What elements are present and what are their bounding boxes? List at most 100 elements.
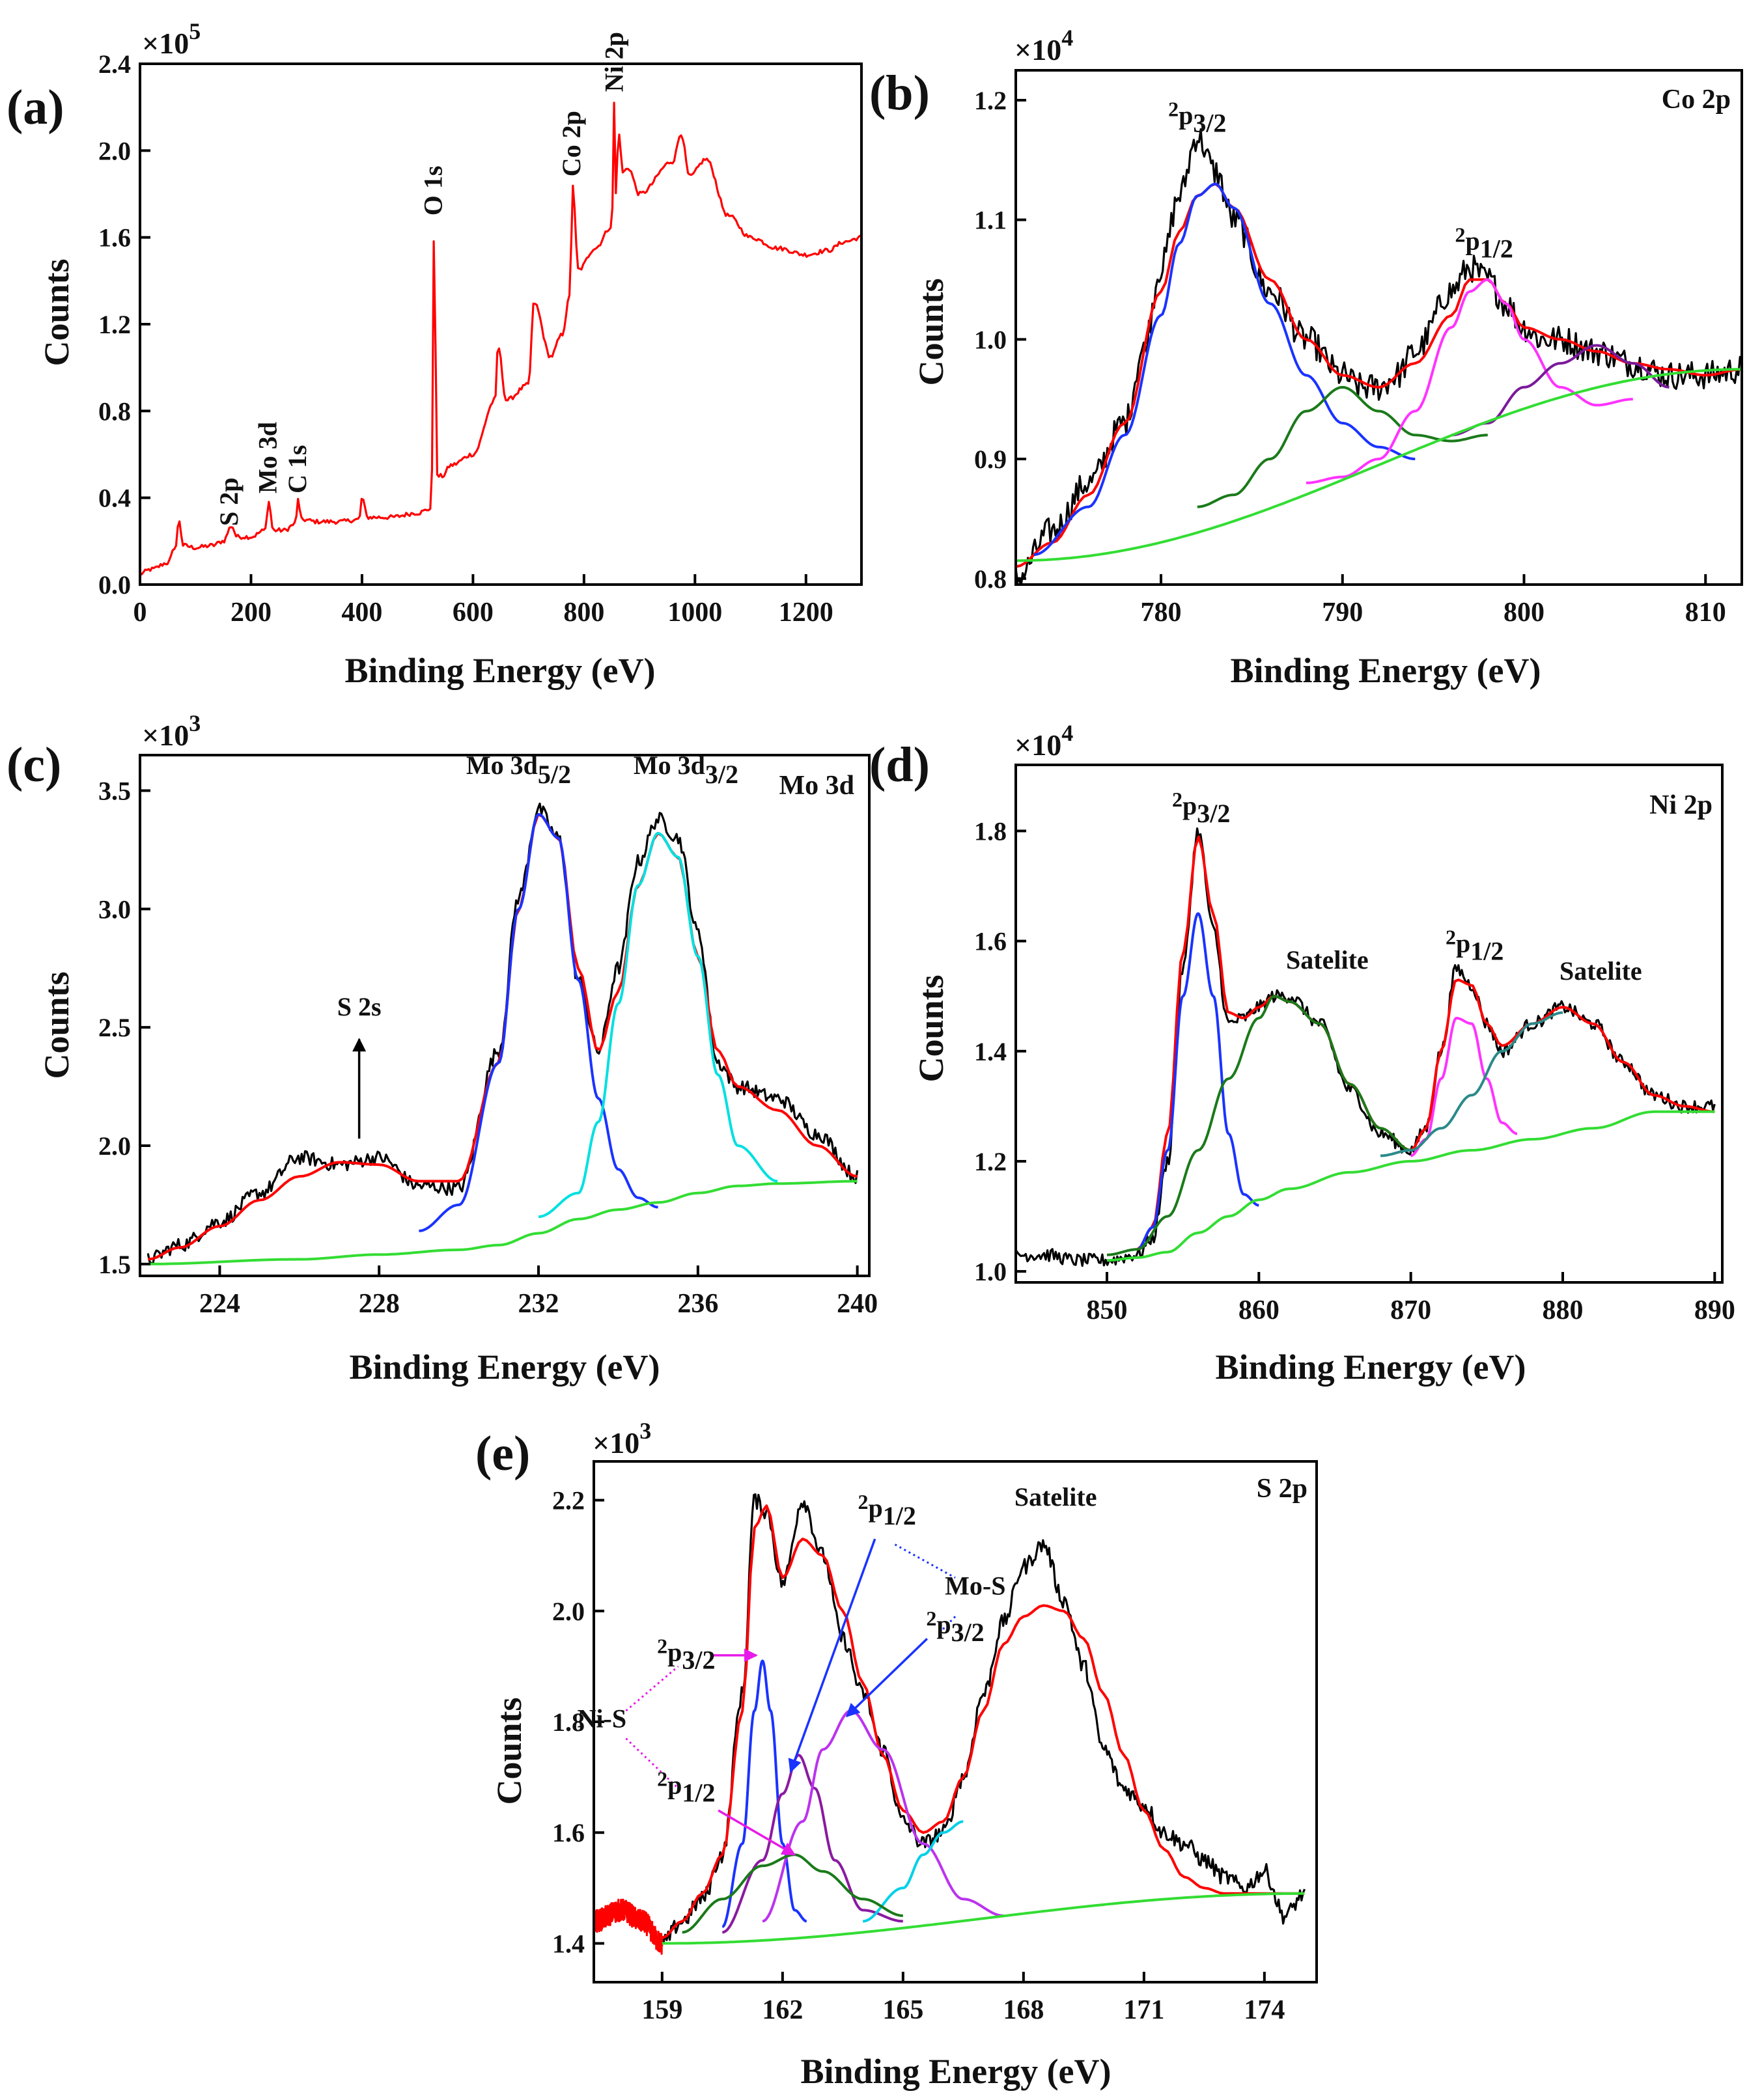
- panel-d-xtick-label-1: 860: [1238, 1295, 1280, 1325]
- panel-e-xtick-label-2: 165: [882, 1995, 923, 2025]
- panel-e-series-6: [862, 1820, 964, 1923]
- panel-b-xtick-label-2: 800: [1503, 598, 1545, 628]
- panel-a-annotation-3: O 1s: [419, 166, 448, 216]
- panel-a-ytick-label-2: 0.8: [98, 396, 131, 426]
- panel-d-annotation-1: Satelite: [1286, 945, 1369, 974]
- panel-b-multiplier-base: ×10: [1014, 33, 1061, 66]
- panel-a-survey: (a) ×105 Binding Energy (eV) Counts: [7, 18, 656, 690]
- panel-c-multiplier: ×103: [142, 710, 201, 752]
- panel-b-x-axis-label: Binding Energy (eV): [1230, 651, 1541, 690]
- panel-d-series-1: [1136, 835, 1715, 1250]
- panel-a-multiplier-base: ×10: [142, 27, 189, 60]
- panel-a-annotation-0: S 2p: [214, 478, 244, 527]
- panel-c-xtick-label-2: 232: [518, 1289, 559, 1319]
- panel-d-y-axis-label: Counts: [912, 974, 951, 1082]
- panel-e-connector-2: [625, 1665, 679, 1712]
- panel-a-y-axis-label: Counts: [37, 258, 76, 366]
- panel-b-annotation-1: 2p1/2: [1455, 223, 1513, 264]
- panel-b-multiplier-exponent: 4: [1061, 25, 1073, 51]
- panel-e-series-1: [594, 1898, 664, 1955]
- panel-c-series-2: [419, 812, 658, 1232]
- panel-e-xtick-label-0: 159: [641, 1995, 682, 2025]
- panel-b-co-2p: (b) ×104 Co 2p Binding Energy (eV) Count…: [869, 25, 1731, 690]
- panel-b-ytick-label-1: 0.9: [974, 445, 1007, 474]
- panel-c-frame: [139, 754, 871, 1277]
- panel-e-ytick-label-0: 1.4: [552, 1929, 585, 1958]
- panel-e-ytick-label-4: 2.2: [552, 1486, 585, 1515]
- panel-e-ytick-label-2: 1.8: [552, 1707, 585, 1737]
- panel-b-series-0: [1016, 128, 1742, 585]
- panel-d-multiplier-exponent: 4: [1061, 720, 1073, 746]
- panel-c-ytick-label-4: 3.5: [98, 777, 131, 806]
- panel-e-annotation-4: 2p3/2: [657, 1634, 715, 1674]
- panel-b-multiplier: ×104: [1014, 25, 1073, 66]
- panel-a-ytick-label-0: 0.0: [98, 570, 131, 600]
- panel-e-y-axis-label: Counts: [490, 1697, 529, 1804]
- panel-a-x-axis-label: Binding Energy (eV): [344, 651, 655, 690]
- panel-d-xtick-label-4: 890: [1694, 1295, 1735, 1325]
- panel-a-annotation-1: Mo 3d: [253, 422, 283, 493]
- panel-a-label: (a): [7, 80, 64, 135]
- panel-e-series-8: [662, 1892, 1305, 1945]
- panel-c-x-axis-label: Binding Energy (eV): [349, 1347, 660, 1387]
- panel-e-arrow-3: [718, 1809, 796, 1856]
- panel-e-s-2p: (e) ×103 S 2p Binding Energy (eV) Counts: [475, 1418, 1308, 2091]
- panel-d-series-3: [1106, 995, 1411, 1256]
- panel-e-ytick-label-3: 2.0: [552, 1597, 585, 1626]
- panel-a-series-0: [140, 102, 861, 575]
- panel-a-xtick-label-2: 400: [341, 598, 382, 628]
- panel-a-ytick-label-3: 1.2: [98, 310, 131, 339]
- panel-e-annotation-5: Ni-S: [578, 1704, 627, 1734]
- panel-a-xtick-label-1: 200: [231, 598, 272, 628]
- panel-e-label: (e): [475, 1426, 530, 1481]
- panel-c-annotation-0: S 2s: [337, 992, 382, 1021]
- panel-b-plot: 780 790 800 810 0.8 0.9 1.0 1.1 1.2 2p3/2 2p1/2: [974, 69, 1743, 628]
- panel-d-series-2: [1136, 912, 1260, 1251]
- panel-a-ytick-label-4: 1.6: [98, 223, 131, 253]
- panel-e-series-2: [662, 1504, 1305, 1939]
- panel-e-annotation-0: Satelite: [1014, 1482, 1097, 1512]
- panel-c-mo-3d: (c) ×103 Mo 3d Binding Energy (eV) Count…: [7, 710, 854, 1387]
- panel-d-multiplier: ×104: [1014, 720, 1073, 762]
- panel-e-multiplier-base: ×10: [593, 1426, 639, 1459]
- panel-c-element-tag: Mo 3d: [779, 771, 855, 801]
- panel-d-ytick-label-3: 1.6: [974, 927, 1007, 956]
- panel-b-label: (b): [869, 66, 930, 120]
- panel-b-series-6: [1016, 368, 1742, 562]
- panel-b-xtick-label-0: 780: [1141, 598, 1182, 628]
- panel-e-element-tag: S 2p: [1257, 1474, 1308, 1504]
- panel-d-ytick-label-1: 1.2: [974, 1147, 1007, 1176]
- panel-a-multiplier: ×105: [142, 18, 201, 60]
- panel-e-multiplier-exponent: 3: [639, 1418, 651, 1444]
- panel-a-xtick-label-3: 600: [453, 598, 494, 628]
- panel-b-element-tag: Co 2p: [1662, 85, 1731, 115]
- panel-e-ytick-label-1: 1.6: [552, 1818, 585, 1847]
- panel-c-series-4: [148, 1180, 858, 1265]
- panel-a-annotation-5: Ni 2p: [600, 32, 629, 92]
- panel-e-annotation-6: 2p1/2: [657, 1767, 715, 1808]
- panel-b-y-axis-label: Counts: [912, 278, 951, 385]
- panel-c-ytick-label-2: 2.5: [98, 1013, 131, 1042]
- panel-a-ytick-label-1: 0.4: [98, 484, 131, 513]
- panel-e-arrow-1: [845, 1638, 929, 1717]
- panel-b-annotation-0: 2p3/2: [1168, 98, 1226, 138]
- panel-e-connector-1: [938, 1616, 957, 1634]
- panel-c-ytick-label-3: 3.0: [98, 894, 131, 924]
- panel-c-multiplier-base: ×10: [142, 719, 189, 752]
- panel-e-plot: 159 162 165 168 171 174 1.4 1.6 1.8 2.0 2.2 Satelit…: [552, 1460, 1318, 2025]
- panel-a-xtick-label-4: 800: [563, 598, 604, 628]
- panel-d-annotation-2: 2p1/2: [1446, 926, 1503, 966]
- panel-c-xtick-label-1: 228: [359, 1289, 400, 1319]
- panel-a-xtick-label-5: 1000: [667, 598, 722, 628]
- panel-d-series-5: [1380, 1011, 1563, 1157]
- panel-d-annotation-0: 2p3/2: [1172, 788, 1230, 828]
- panel-c-xtick-label-3: 236: [677, 1289, 718, 1319]
- panel-d-plot: 850 860 870 880 890 1.0 1.2 1.4 1.6 1.8 2p3/2 Satel…: [974, 764, 1735, 1325]
- panel-d-ytick-label-0: 1.0: [974, 1257, 1007, 1286]
- panel-b-series-2: [1033, 182, 1416, 557]
- panel-a-annotation-2: C 1s: [283, 445, 312, 493]
- panel-b-series-4: [1306, 278, 1633, 484]
- panel-e-series-5: [762, 1709, 1004, 1923]
- panel-b-ytick-label-2: 1.0: [974, 325, 1007, 354]
